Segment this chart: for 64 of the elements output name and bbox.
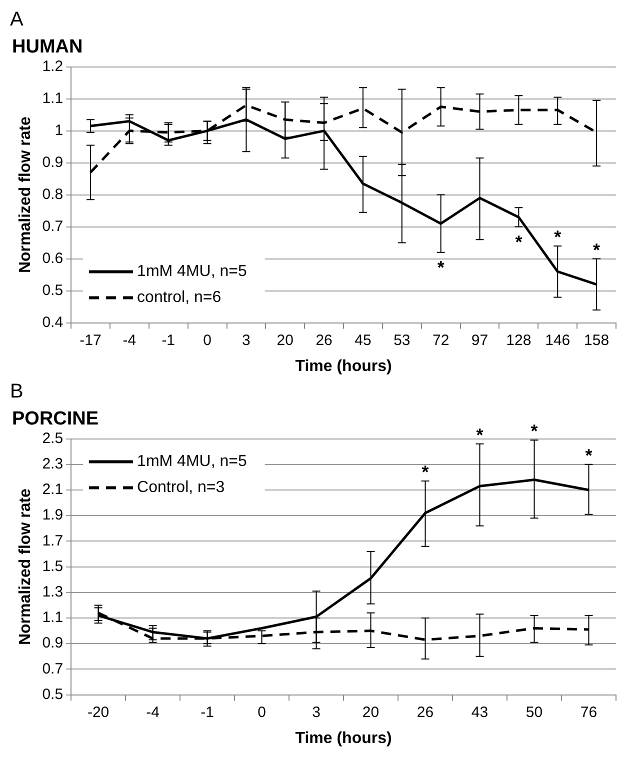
y-tick-label: 0.9 xyxy=(42,154,64,171)
y-tick-label: 0.4 xyxy=(42,314,64,331)
x-tick-label: 20 xyxy=(276,332,294,349)
y-tick-label: 1.1 xyxy=(42,90,64,107)
x-axis-title: Time (hours) xyxy=(295,730,392,747)
y-tick-label: 0.6 xyxy=(42,250,64,267)
x-tick-label: 0 xyxy=(258,704,266,721)
annotation: * xyxy=(530,421,538,442)
x-tick-label: 3 xyxy=(242,332,250,349)
text: A xyxy=(10,8,24,31)
annotation: * xyxy=(554,226,562,247)
x-tick-label: 0 xyxy=(203,332,212,349)
y-tick-label: 1.7 xyxy=(42,532,64,550)
chart-title: HUMAN xyxy=(12,36,83,58)
y-tick-label: 1.9 xyxy=(42,506,64,524)
y-tick-label: 0.7 xyxy=(42,218,64,235)
y-tick-label: 1.5 xyxy=(42,558,64,575)
y-tick-label: 0.7 xyxy=(42,660,64,678)
annotation: * xyxy=(593,240,600,260)
y-tick-label: 0.8 xyxy=(42,186,64,203)
x-tick-label: -1 xyxy=(162,332,176,349)
x-axis-title: Time (hours) xyxy=(295,358,392,375)
legend-label: Control, n=3 xyxy=(137,479,225,496)
x-tick-label: 20 xyxy=(362,704,380,721)
x-tick-label: -1 xyxy=(200,704,214,721)
y-axis-title: Normalized flow rate xyxy=(17,116,34,274)
y-tick-label: 0.9 xyxy=(42,634,64,652)
y-tick-label: 0.5 xyxy=(42,686,64,703)
x-tick-label: 53 xyxy=(394,332,410,349)
y-axis-title: Normalized flow rate xyxy=(17,488,34,646)
x-tick-label: 128 xyxy=(506,332,532,349)
chart-title: PORCINE xyxy=(12,408,99,430)
x-tick-label: 158 xyxy=(584,332,610,349)
x-tick-label: 72 xyxy=(432,332,450,349)
x-tick-label: 26 xyxy=(416,704,434,721)
x-tick-label: 97 xyxy=(471,332,488,349)
y-tick-label: 2.5 xyxy=(42,430,64,447)
legend-label: control, n=6 xyxy=(137,289,222,306)
y-tick-label: 1.2 xyxy=(42,58,64,75)
y-tick-label: 1.1 xyxy=(42,609,64,626)
x-tick-label: 76 xyxy=(580,704,598,721)
legend-label: 1mM 4MU, n=5 xyxy=(137,263,247,280)
x-tick-label: -4 xyxy=(122,332,136,349)
x-tick-label: 50 xyxy=(526,704,543,721)
x-tick-label: 3 xyxy=(312,704,320,721)
y-tick-label: 2.1 xyxy=(42,481,64,498)
y-tick-label: 2.3 xyxy=(42,456,64,473)
x-tick-label: -20 xyxy=(87,704,110,721)
annotation: * xyxy=(437,257,444,278)
x-tick-label: 26 xyxy=(316,332,332,349)
annotation: * xyxy=(422,462,429,482)
y-tick-label: 1 xyxy=(54,122,64,139)
annotation: * xyxy=(515,232,522,252)
x-tick-label: 43 xyxy=(471,704,488,721)
legend-label: 1mM 4MU, n=5 xyxy=(137,453,247,470)
y-tick-label: 0.5 xyxy=(42,282,64,299)
x-tick-label: 45 xyxy=(354,332,372,349)
x-tick-label: -4 xyxy=(146,704,160,721)
text: B xyxy=(10,380,24,403)
annotation: * xyxy=(585,445,592,466)
x-tick-label: -17 xyxy=(80,332,102,349)
y-tick-label: 1.3 xyxy=(42,584,64,601)
x-tick-label: 146 xyxy=(545,332,570,349)
annotation: * xyxy=(476,424,484,445)
